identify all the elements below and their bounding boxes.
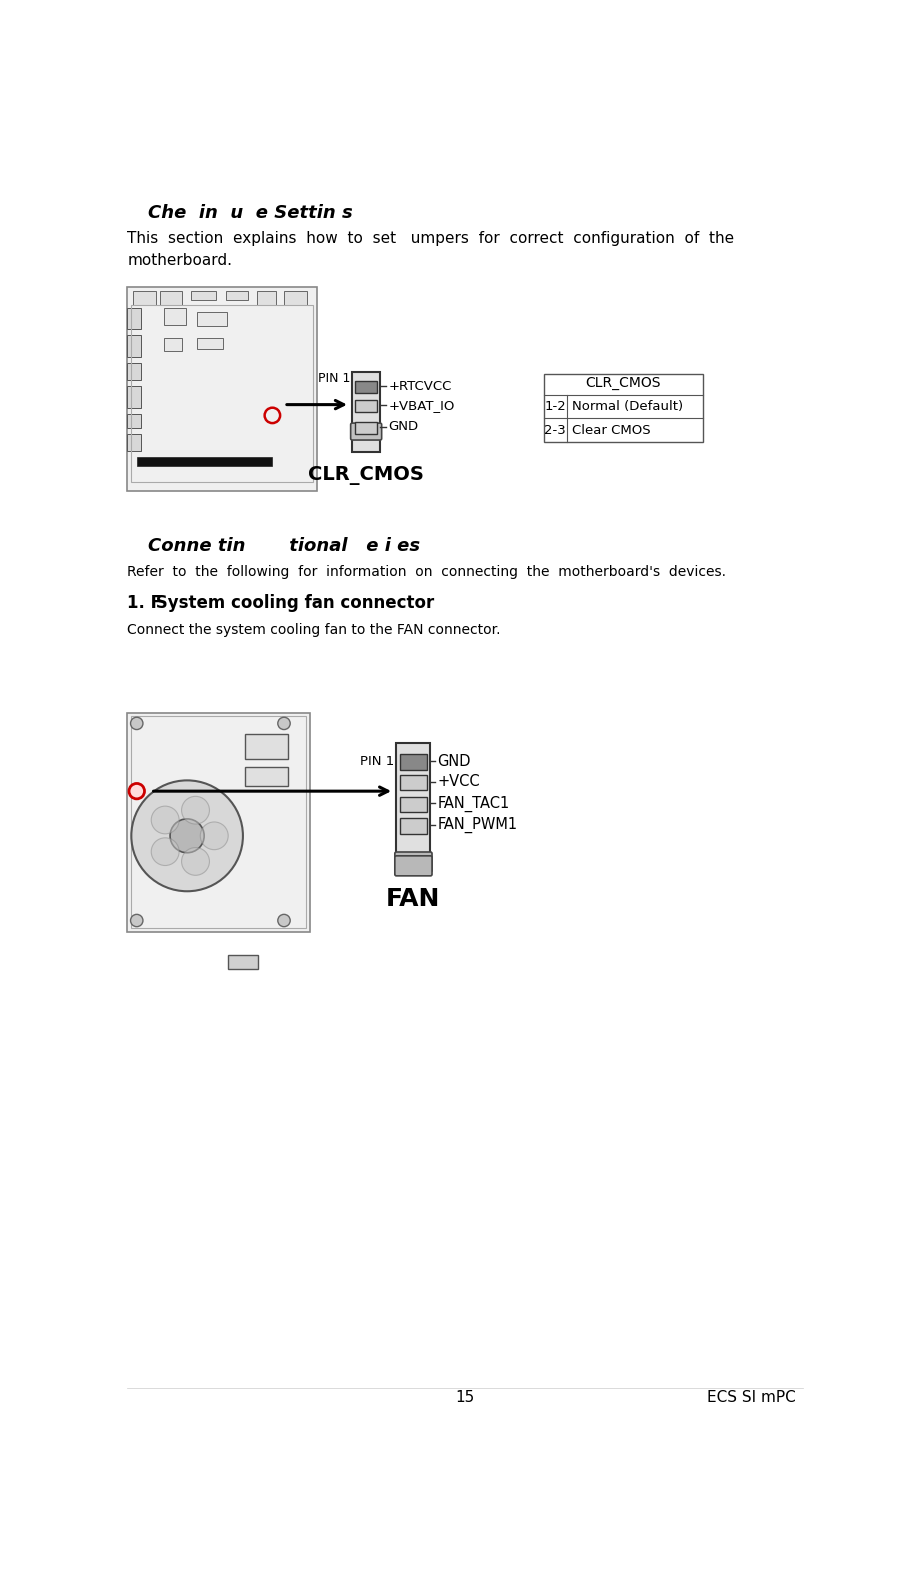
- Bar: [127, 308, 142, 329]
- Bar: [191, 291, 216, 300]
- Text: Clear CMOS: Clear CMOS: [571, 424, 650, 437]
- Text: CLR_CMOS: CLR_CMOS: [586, 376, 661, 391]
- Bar: [228, 954, 258, 969]
- Text: GND: GND: [389, 421, 419, 434]
- Bar: [127, 386, 142, 408]
- Bar: [355, 381, 377, 394]
- Text: +RTCVCC: +RTCVCC: [389, 380, 452, 392]
- Text: FAN: FAN: [386, 888, 440, 912]
- Text: Che  in  u  e Settin s: Che in u e Settin s: [148, 205, 353, 222]
- Circle shape: [182, 848, 210, 875]
- Text: FAN_TAC1: FAN_TAC1: [438, 796, 509, 811]
- Bar: [133, 291, 156, 305]
- Circle shape: [182, 796, 210, 824]
- FancyBboxPatch shape: [395, 853, 432, 872]
- Bar: [352, 372, 380, 453]
- Circle shape: [129, 783, 144, 799]
- Text: Normal (Default): Normal (Default): [571, 400, 683, 413]
- Text: PIN 1: PIN 1: [318, 372, 350, 384]
- Text: CLR_CMOS: CLR_CMOS: [308, 467, 424, 486]
- Bar: [137, 457, 272, 467]
- Bar: [245, 734, 288, 759]
- Circle shape: [201, 823, 228, 850]
- Text: This  section  explains  how  to  set   umpers  for  correct  configuration  of : This section explains how to set umpers …: [127, 230, 735, 268]
- Bar: [197, 313, 227, 326]
- Text: GND: GND: [438, 754, 471, 769]
- Bar: [127, 713, 310, 932]
- Text: +VCC: +VCC: [438, 775, 480, 789]
- Bar: [127, 335, 142, 357]
- Bar: [284, 291, 307, 305]
- Bar: [400, 754, 427, 770]
- FancyBboxPatch shape: [350, 422, 381, 440]
- FancyBboxPatch shape: [395, 856, 432, 877]
- Circle shape: [152, 838, 179, 865]
- Bar: [544, 373, 703, 441]
- Text: Refer  to  the  following  for  information  on  connecting  the  motherboard's : Refer to the following for information o…: [127, 565, 726, 578]
- Text: 15: 15: [456, 1390, 475, 1405]
- Circle shape: [278, 915, 291, 927]
- Bar: [163, 308, 185, 324]
- Bar: [131, 305, 312, 481]
- Text: 2-3: 2-3: [545, 424, 566, 437]
- Bar: [355, 421, 377, 434]
- Circle shape: [152, 807, 179, 834]
- Text: Connect the system cooling fan to the FAN connector.: Connect the system cooling fan to the FA…: [127, 624, 501, 637]
- Text: PIN 1: PIN 1: [360, 754, 394, 767]
- Bar: [257, 291, 276, 305]
- Bar: [226, 291, 248, 300]
- Bar: [397, 743, 430, 870]
- Text: ECS SI mPC: ECS SI mPC: [706, 1390, 795, 1405]
- Circle shape: [131, 915, 143, 927]
- Circle shape: [131, 718, 143, 729]
- Bar: [197, 338, 222, 349]
- Bar: [127, 364, 142, 380]
- Text: Conne tin       tional   e i es: Conne tin tional e i es: [148, 537, 420, 556]
- Circle shape: [278, 718, 291, 729]
- Bar: [400, 797, 427, 811]
- Bar: [160, 291, 182, 305]
- Bar: [400, 775, 427, 791]
- Bar: [127, 414, 142, 427]
- Text: +VBAT_IO: +VBAT_IO: [389, 399, 455, 411]
- Bar: [355, 400, 377, 413]
- Bar: [127, 434, 142, 451]
- Bar: [127, 287, 317, 491]
- Circle shape: [132, 780, 243, 891]
- Bar: [163, 338, 182, 351]
- Circle shape: [170, 819, 204, 853]
- Bar: [400, 818, 427, 834]
- Text: 1. F: 1. F: [127, 594, 163, 611]
- Text: System cooling fan connector: System cooling fan connector: [127, 594, 435, 611]
- Bar: [245, 767, 288, 786]
- Bar: [131, 716, 307, 929]
- Text: FAN_PWM1: FAN_PWM1: [438, 816, 518, 834]
- Text: 1-2: 1-2: [545, 400, 566, 413]
